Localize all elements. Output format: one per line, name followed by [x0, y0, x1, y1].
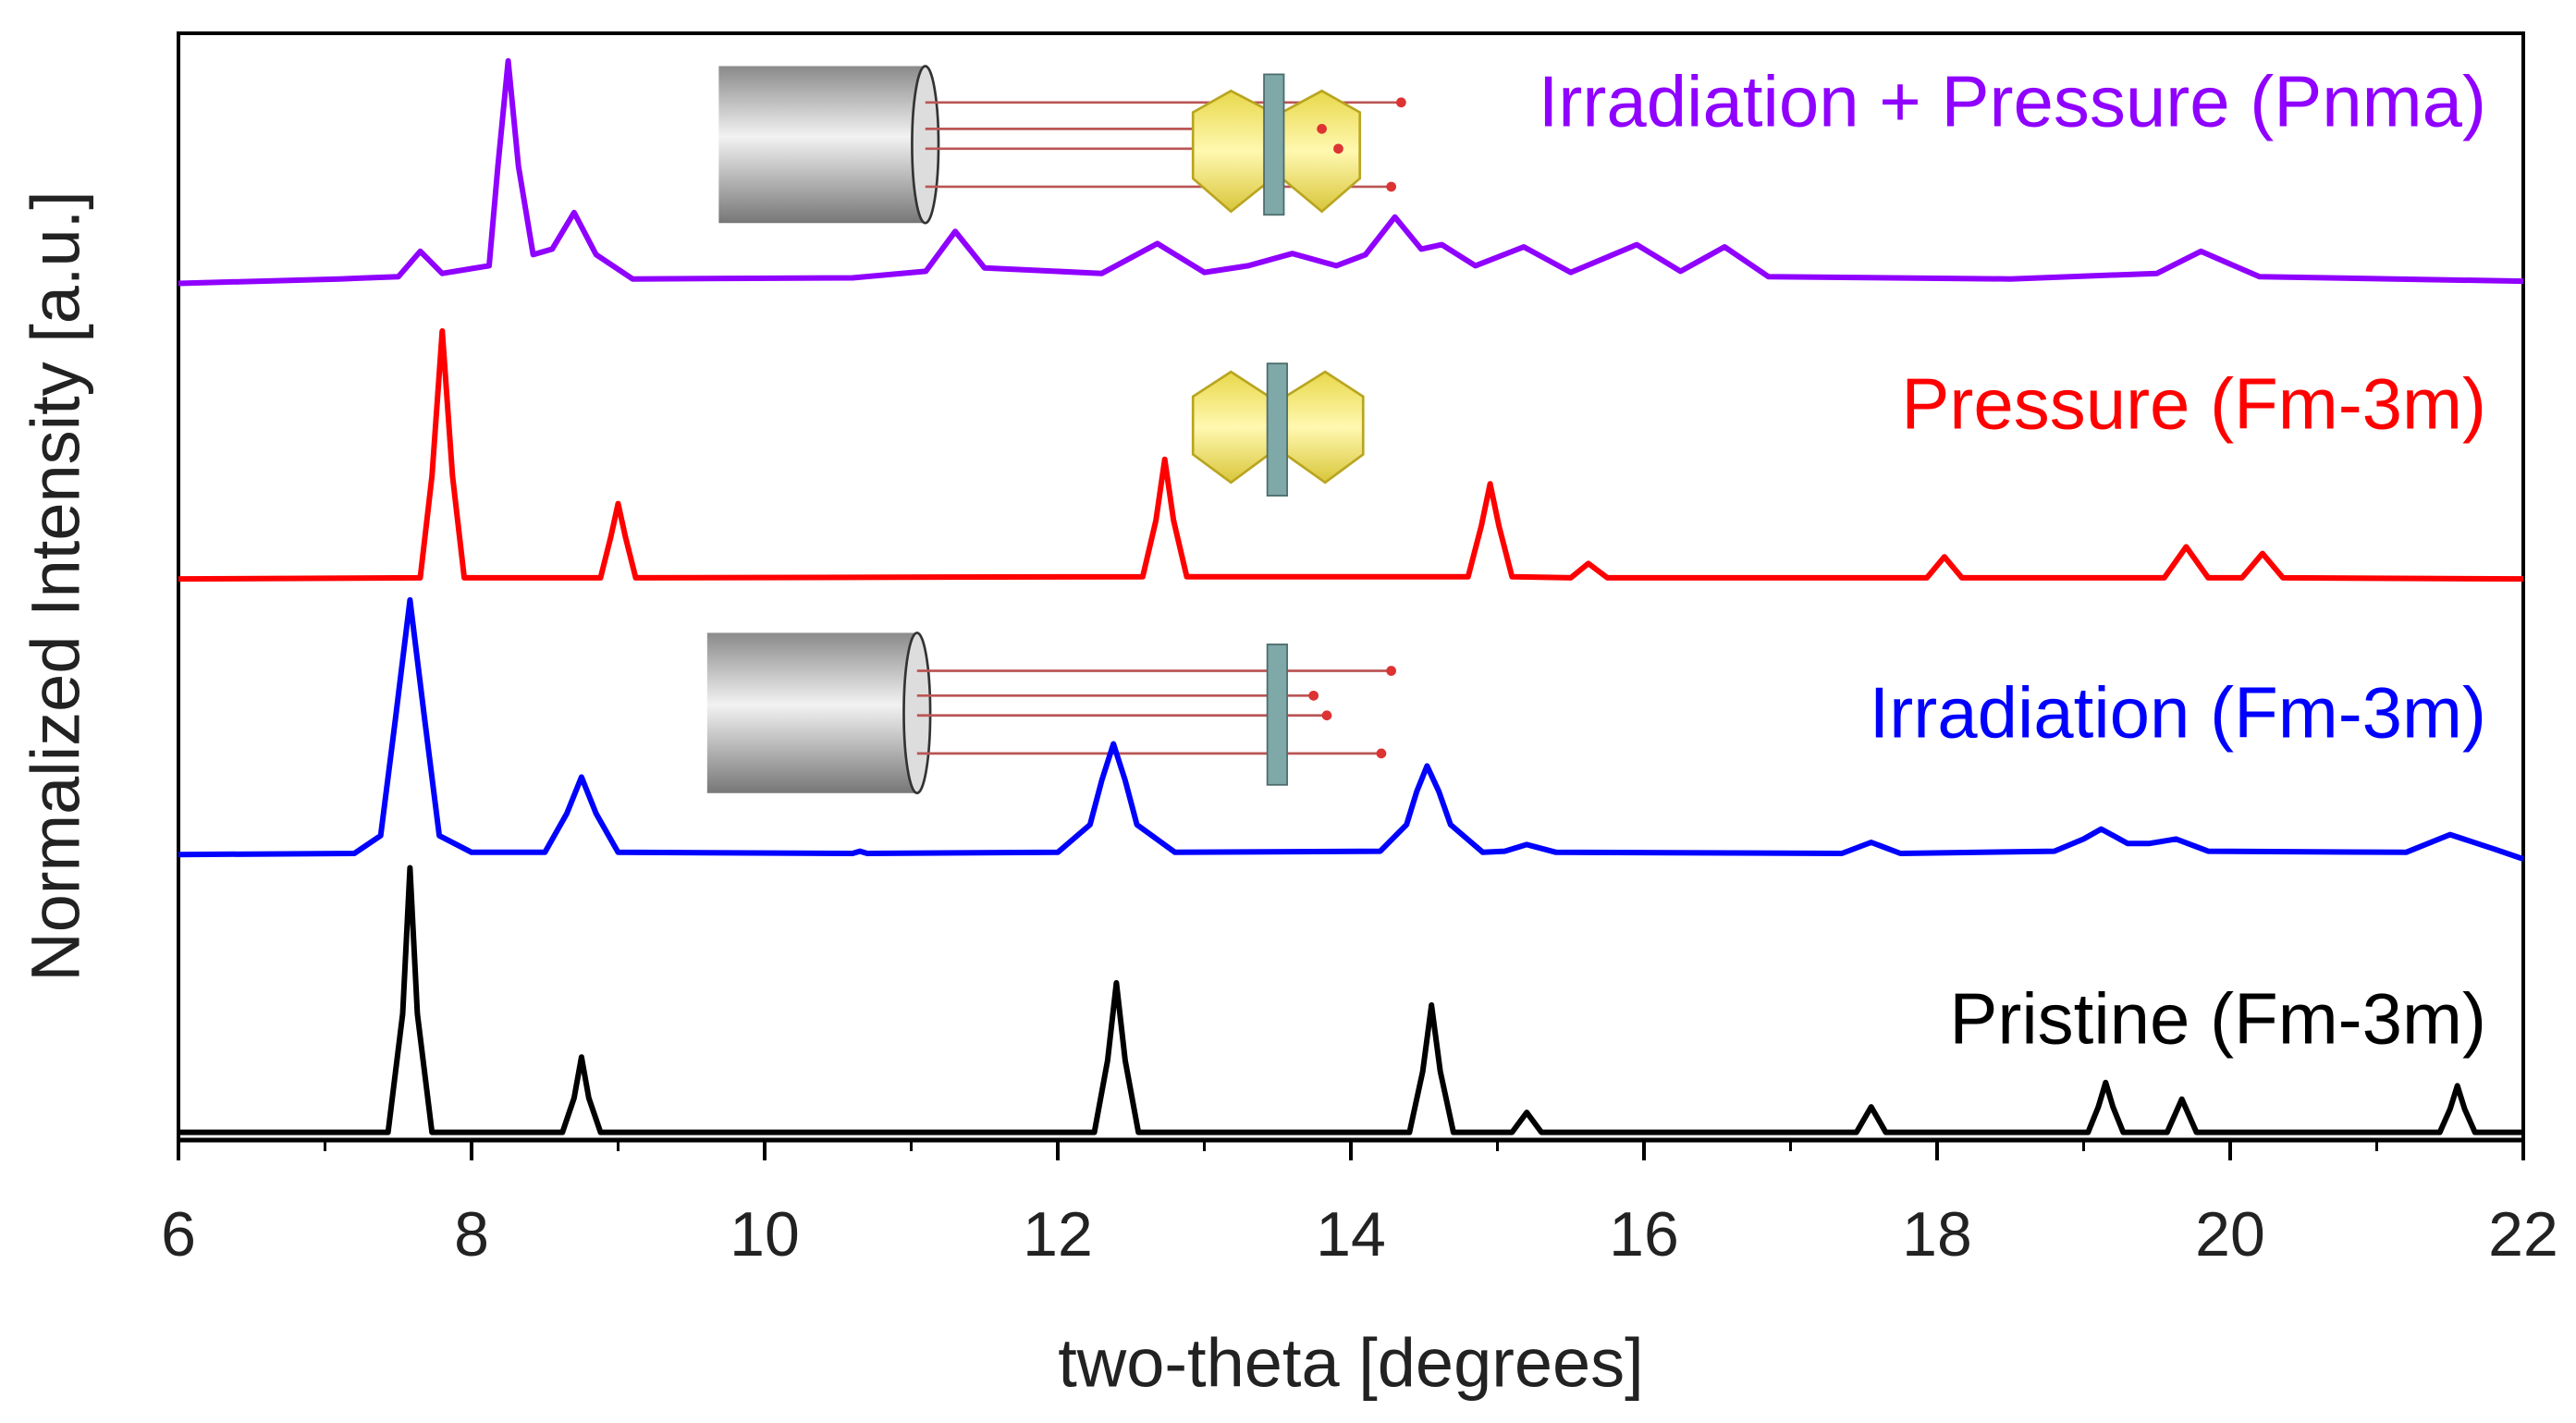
x-tick-label: 22 — [2488, 1199, 2558, 1270]
y-axis-label: Normalized Intensity [a.u.] — [18, 190, 94, 981]
series-line — [178, 328, 2524, 583]
plot-frame — [177, 31, 2525, 1142]
illustrations — [706, 65, 1406, 795]
series-label: Pristine (Fm-3m) — [1949, 978, 2486, 1060]
series-line — [178, 865, 2523, 1135]
x-tick-label: 18 — [1902, 1199, 1972, 1270]
x-tick-label: 16 — [1609, 1199, 1679, 1270]
x-tick-label: 8 — [454, 1199, 489, 1270]
beam-icon — [706, 632, 1397, 795]
beam-anvil-icon — [718, 65, 1406, 225]
series-line — [178, 596, 2524, 862]
x-axis-label: two-theta [degrees] — [1058, 1325, 1643, 1402]
series-label: Irradiation + Pressure (Pnma) — [1539, 61, 2486, 142]
x-tick-label: 20 — [2195, 1199, 2265, 1270]
anvil-icon — [1191, 362, 1365, 497]
series-label: Irradiation (Fm-3m) — [1870, 672, 2486, 754]
series-label: Pressure (Fm-3m) — [1901, 363, 2486, 445]
x-tick-label: 14 — [1316, 1199, 1386, 1270]
x-tick-label: 6 — [161, 1199, 196, 1270]
series-line — [178, 57, 2524, 287]
x-tick-label: 10 — [730, 1199, 800, 1270]
x-tick-label: 12 — [1023, 1199, 1093, 1270]
